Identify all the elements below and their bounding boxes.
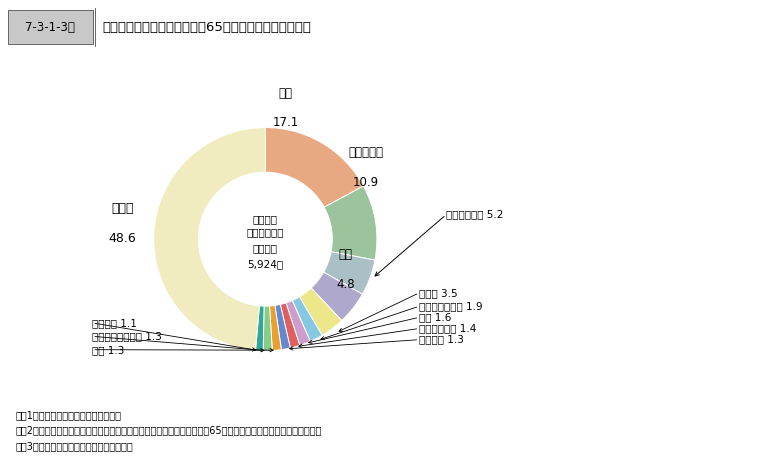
Text: 4.8: 4.8 xyxy=(337,278,355,291)
Wedge shape xyxy=(293,297,322,341)
Text: 調査対象高齢犯罪者の罪名別65歳以上の犯歴件数構成比: 調査対象高齢犯罪者の罪名別65歳以上の犯歴件数構成比 xyxy=(103,21,312,33)
Text: 10.9: 10.9 xyxy=(352,175,379,189)
Text: 3　「横領」は，遺失物等横領を含む。: 3 「横領」は，遺失物等横領を含む。 xyxy=(15,442,133,452)
Wedge shape xyxy=(263,306,272,351)
Text: 注　1　法務総合研究所の調査による。: 注 1 法務総合研究所の調査による。 xyxy=(15,410,121,420)
Wedge shape xyxy=(311,272,362,321)
Wedge shape xyxy=(286,300,310,345)
Bar xyxy=(8,10,93,44)
Text: 傷害・暴行: 傷害・暴行 xyxy=(348,146,384,159)
Text: 5,924件: 5,924件 xyxy=(247,259,283,269)
Wedge shape xyxy=(270,305,281,350)
Wedge shape xyxy=(324,252,375,294)
Text: 17.1: 17.1 xyxy=(272,116,299,129)
Text: 2　「調査対象高齢犯罪者の犯歴件数」とは，調査対象高齢犯罪者の65歳以上の犯歴を合算したものである。: 2 「調査対象高齢犯罪者の犯歴件数」とは，調査対象高齢犯罪者の65歳以上の犯歴を… xyxy=(15,425,321,436)
Text: 犯歴件数: 犯歴件数 xyxy=(253,243,277,253)
Wedge shape xyxy=(299,288,342,335)
Wedge shape xyxy=(324,186,377,260)
Wedge shape xyxy=(154,127,265,350)
Wedge shape xyxy=(255,306,264,351)
Wedge shape xyxy=(280,303,300,348)
Text: 器物損壊 1.3: 器物損壊 1.3 xyxy=(419,335,464,344)
Text: 暴力行為等処罰法 1.3: 暴力行為等処罰法 1.3 xyxy=(92,331,162,341)
Text: 廃棄物処理法 5.2: 廃棄物処理法 5.2 xyxy=(446,210,503,219)
Wedge shape xyxy=(265,127,364,207)
Wedge shape xyxy=(275,305,290,349)
Text: 賭博・富くじ 1.4: 賭博・富くじ 1.4 xyxy=(419,323,477,333)
Text: 殺人 1.6: 殺人 1.6 xyxy=(419,312,452,322)
Text: 48.6: 48.6 xyxy=(108,233,136,245)
Text: 調査対象: 調査対象 xyxy=(253,214,277,224)
Text: 高齢犯罪者の: 高齢犯罪者の xyxy=(246,228,284,237)
Text: 横領 1.3: 横領 1.3 xyxy=(92,345,124,354)
Text: その他: その他 xyxy=(111,202,133,215)
Text: 7-3-1-3図: 7-3-1-3図 xyxy=(25,21,75,33)
Text: 覚せい剤取締法 1.9: 覚せい剤取締法 1.9 xyxy=(419,301,483,311)
Text: 詐欺: 詐欺 xyxy=(339,249,352,262)
Text: 銃刀法 3.5: 銃刀法 3.5 xyxy=(419,288,458,298)
Text: 窃盗: 窃盗 xyxy=(278,87,293,100)
Text: 住居侵入 1.1: 住居侵入 1.1 xyxy=(92,318,137,328)
